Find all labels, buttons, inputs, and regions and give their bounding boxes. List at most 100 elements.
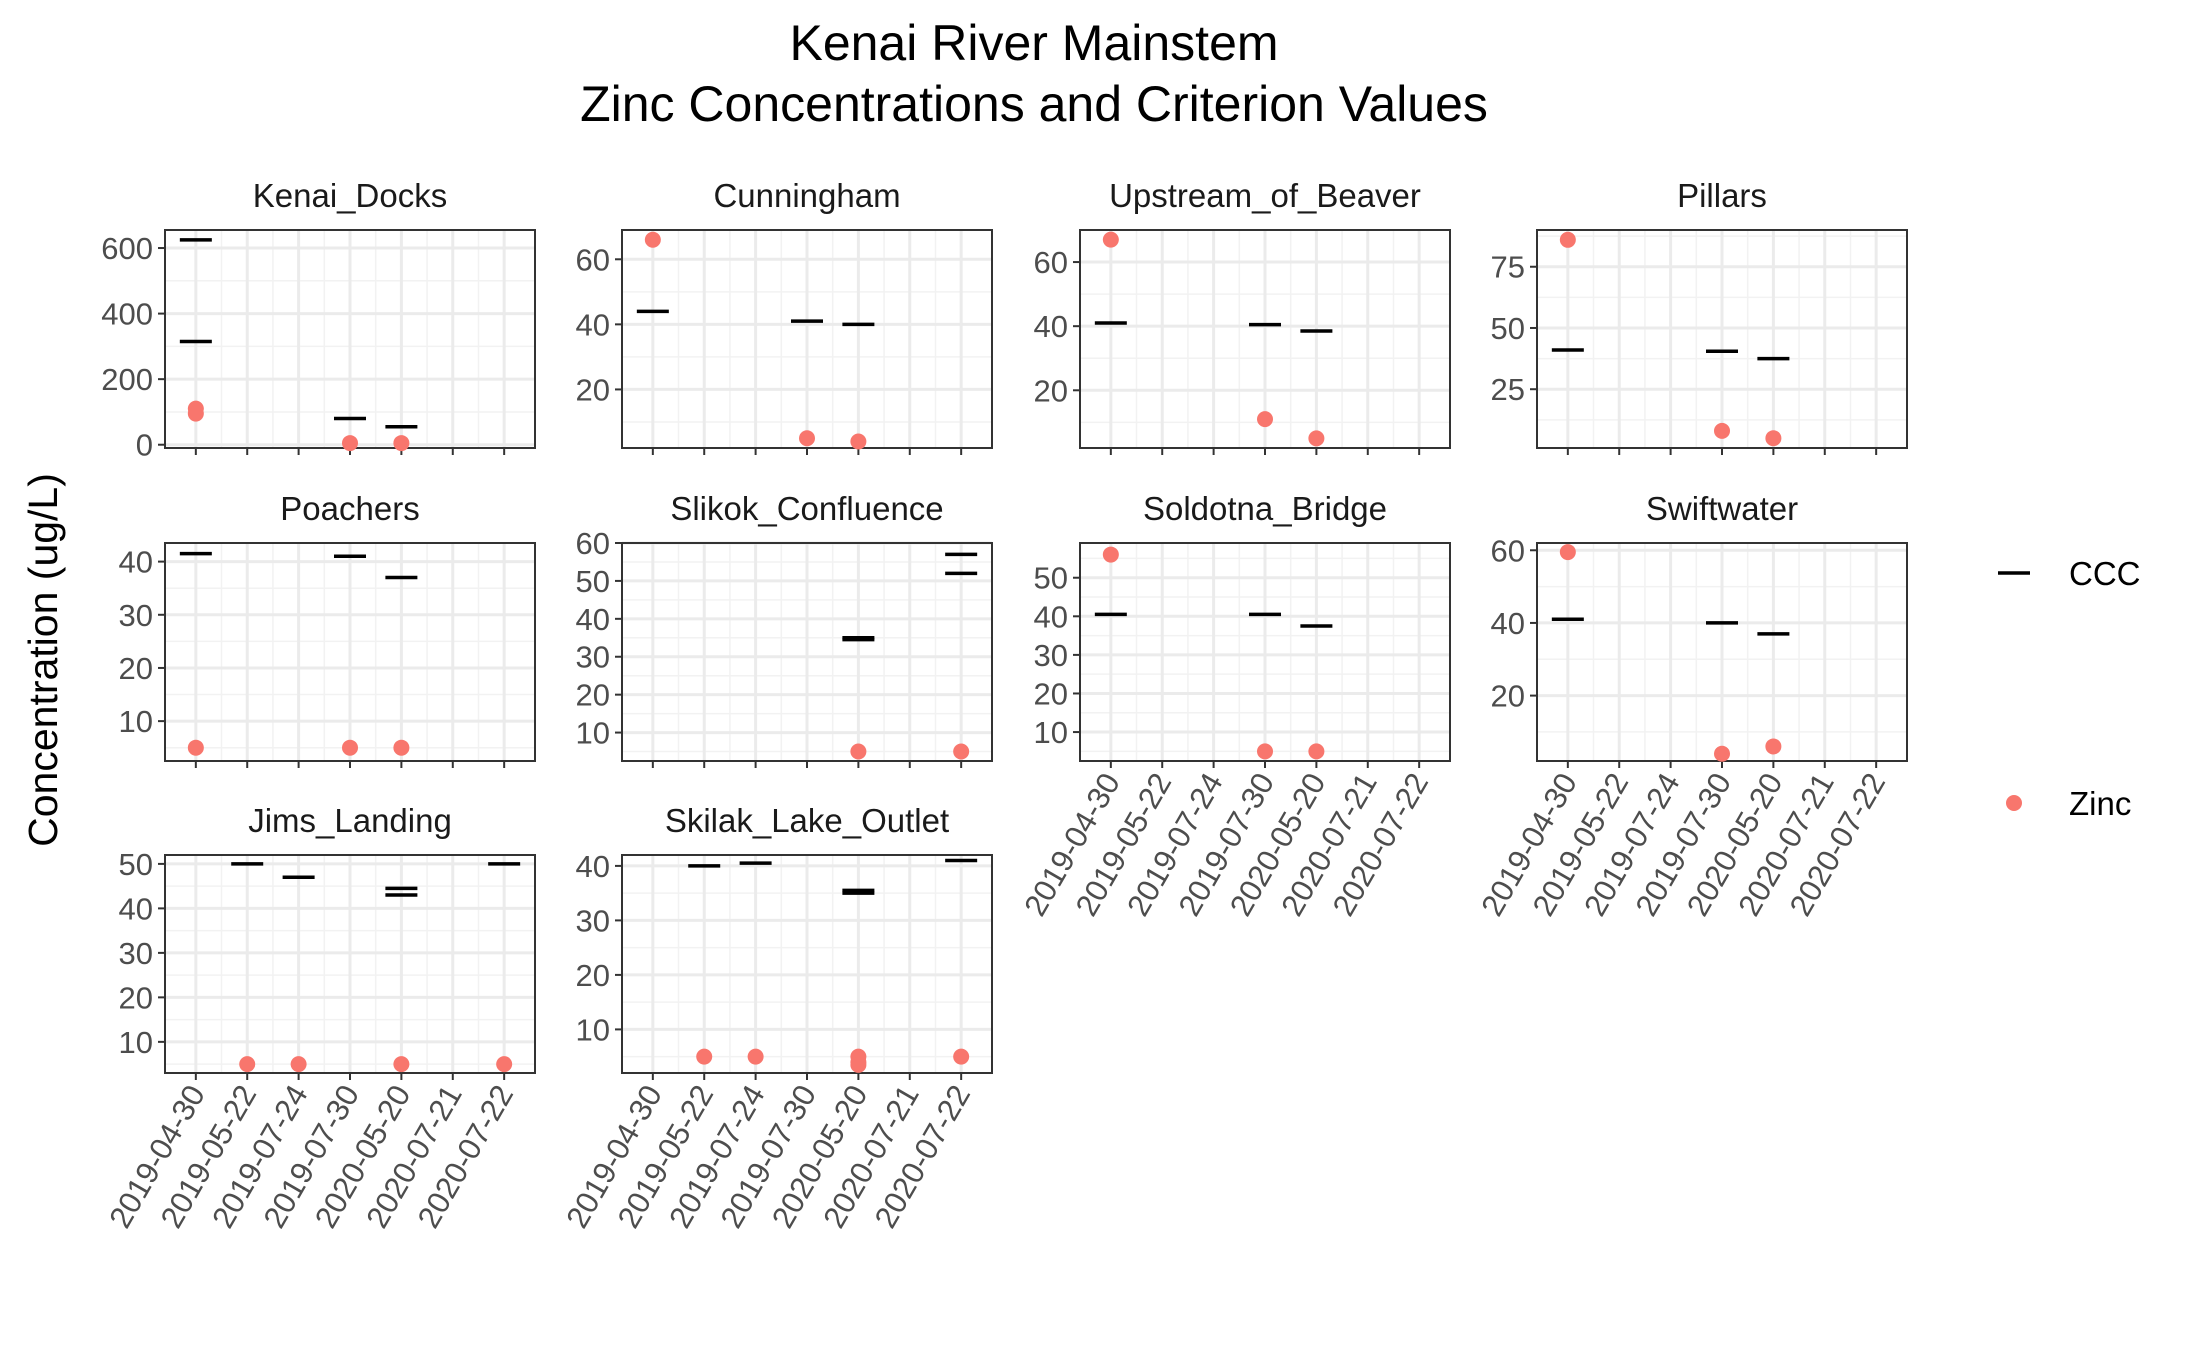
zinc-point (1765, 430, 1782, 447)
y-tick-label: 10 (119, 704, 153, 739)
chart-subtitle: Zinc Concentrations and Criterion Values (580, 76, 1488, 132)
y-tick-label: 40 (119, 891, 153, 926)
y-tick-label: 40 (119, 545, 153, 580)
y-tick-label: 75 (1491, 250, 1525, 285)
zinc-point (187, 405, 204, 422)
y-tick-label: 50 (119, 847, 153, 882)
y-tick-label: 40 (1034, 309, 1068, 344)
zinc-point (1308, 743, 1325, 760)
zinc-point (799, 430, 815, 447)
y-tick-label: 20 (119, 651, 153, 686)
panel-poachers: Poachers 10 20 30 40 (119, 490, 536, 768)
y-tick-label: 25 (1491, 372, 1525, 407)
panel-title: Upstream_of_Beaver (1109, 177, 1421, 214)
zinc-point (1308, 430, 1325, 447)
y-axis-label: Concentration (ug/L) (20, 473, 66, 847)
legend-label: CCC (2069, 555, 2141, 592)
y-tick-label: 0 (136, 428, 153, 463)
y-tick-label: 10 (119, 1025, 153, 1060)
y-tick-label: 20 (576, 678, 610, 713)
y-tick-label: 60 (576, 242, 610, 277)
y-tick-label: 30 (1034, 638, 1068, 673)
panel-soldotna-bridge: Soldotna_Bridge10203040502019-04-302019-… (1017, 490, 1451, 922)
zinc-point (1257, 411, 1273, 428)
y-tick-label: 10 (1034, 715, 1068, 750)
y-tick-label: 40 (576, 307, 610, 342)
y-tick-label: 50 (576, 564, 610, 599)
zinc-point (747, 1048, 764, 1065)
y-tick-label: 60 (1491, 533, 1525, 568)
y-tick-label: 10 (576, 716, 610, 751)
legend-label: Zinc (2069, 785, 2131, 822)
panel-jims-landing: Jims_Landing10203040502019-04-302019-05-… (102, 802, 536, 1234)
y-tick-label: 30 (576, 903, 610, 938)
y-tick-label: 60 (576, 526, 610, 561)
panel-title: Soldotna_Bridge (1143, 490, 1387, 527)
y-tick-label: 20 (576, 958, 610, 993)
y-tick-label: 20 (1034, 373, 1068, 408)
y-tick-label: 50 (1034, 561, 1068, 596)
zinc-point (393, 739, 410, 756)
zinc-point (342, 739, 358, 756)
panel-title: Swiftwater (1646, 490, 1798, 527)
zinc-point (644, 231, 661, 248)
y-tick-label: 200 (101, 362, 153, 397)
panels-layer: Kenai_Docks0200400600Cunningham204060Ups… (101, 177, 1908, 1234)
y-tick-label: 20 (1491, 679, 1525, 714)
y-tick-label: 40 (1491, 606, 1525, 641)
zinc-point (1559, 544, 1576, 561)
panel-title: Cunningham (713, 177, 900, 214)
y-tick-label: 50 (1491, 311, 1525, 346)
legend: CCC Zinc (1998, 555, 2141, 822)
y-tick-label: 30 (119, 936, 153, 971)
zinc-point (1765, 738, 1782, 755)
zinc-point (850, 743, 867, 760)
panel-skilak-lake-outlet: Skilak_Lake_Outlet102030402019-04-302019… (559, 802, 993, 1234)
panel-title: Slikok_Confluence (670, 490, 943, 527)
zinc-point (1102, 231, 1119, 248)
zinc-point (393, 1056, 410, 1073)
y-tick-label: 10 (576, 1012, 610, 1047)
zinc-point (850, 1056, 867, 1073)
y-tick-label: 20 (119, 980, 153, 1015)
zinc-point (187, 739, 204, 756)
zinc-point (1714, 422, 1730, 439)
panel-title: Skilak_Lake_Outlet (665, 802, 949, 839)
panel-title: Kenai_Docks (253, 177, 447, 214)
y-tick-label: 20 (576, 372, 610, 407)
panel-title: Jims_Landing (248, 802, 452, 839)
y-tick-label: 40 (576, 602, 610, 637)
zinc-point (1102, 546, 1119, 563)
zinc-point (496, 1056, 513, 1073)
zinc-point (696, 1048, 713, 1065)
panel-upstream-of-beaver: Upstream_of_Beaver 20 40 60 (1034, 177, 1451, 455)
panel-pillars: Pillars 25 50 75 (1491, 177, 1908, 455)
panel-title: Pillars (1677, 177, 1767, 214)
y-tick-label: 60 (1034, 245, 1068, 280)
y-tick-label: 20 (1034, 676, 1068, 711)
panel-cunningham: Cunningham 20 40 60 (576, 177, 993, 455)
y-tick-label: 40 (1034, 599, 1068, 634)
zinc-point (953, 743, 970, 760)
chart-title: Kenai River Mainstem (789, 15, 1278, 71)
zinc-point (953, 1048, 970, 1065)
legend-key-zinc (2006, 795, 2022, 811)
zinc-point (290, 1056, 307, 1073)
y-tick-label: 40 (576, 849, 610, 884)
panel-title: Poachers (280, 490, 419, 527)
y-tick-label: 400 (101, 297, 153, 332)
y-tick-label: 30 (119, 598, 153, 633)
y-tick-label: 30 (576, 640, 610, 675)
zinc-point (850, 433, 867, 450)
zinc-point (1714, 745, 1730, 762)
zinc-point (1257, 743, 1273, 760)
zinc-point (239, 1056, 256, 1073)
zinc-point (1559, 231, 1576, 248)
zinc-point (342, 435, 358, 452)
y-tick-label: 600 (101, 231, 153, 266)
panel-swiftwater: Swiftwater2040602019-04-302019-05-222019… (1474, 490, 1908, 922)
panel-kenai-docks: Kenai_Docks 0 200 400 600 (101, 177, 536, 463)
